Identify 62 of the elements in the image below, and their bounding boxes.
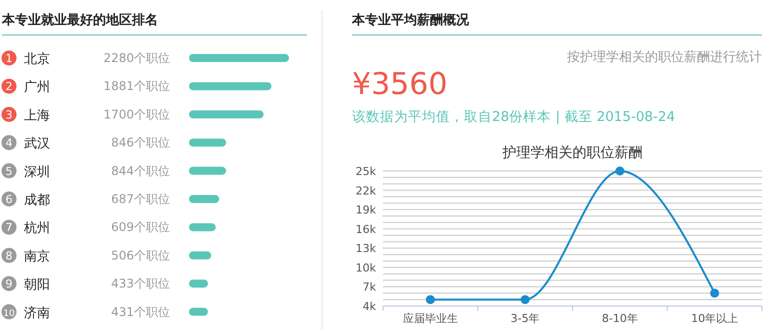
bar <box>189 223 216 232</box>
y-tick-label: 16k <box>356 222 377 236</box>
y-tick-label: 4k <box>362 300 377 313</box>
x-tick-label: 8-10年 <box>602 312 638 325</box>
y-tick-label: 25k <box>356 165 377 178</box>
text: 4 <box>6 136 12 150</box>
text: 1 <box>6 52 12 65</box>
text: 本专业就业最好的地区排名 <box>1 12 158 28</box>
text: 9 <box>6 278 12 291</box>
data-label: 2280个职位 <box>103 51 170 65</box>
y-tick-label: 深圳 <box>24 164 50 180</box>
x-tick-label: 应届毕业生 <box>402 312 458 325</box>
bar <box>189 251 212 260</box>
point <box>615 166 624 176</box>
data-label: 687个职位 <box>111 192 170 206</box>
data-label: 844个职位 <box>111 164 170 178</box>
data-label: 1881个职位 <box>103 79 170 94</box>
text: 8 <box>6 249 12 262</box>
y-tick-label: 19k <box>356 204 377 217</box>
y-tick-label: 广州 <box>24 80 50 96</box>
y-tick-label: 成都 <box>24 193 50 208</box>
y-tick-label: 上海 <box>24 108 50 124</box>
bar <box>189 280 208 288</box>
y-tick-label: 7k <box>362 280 377 294</box>
text: ¥3560 <box>352 67 448 102</box>
bar <box>189 54 289 62</box>
bar <box>189 166 226 175</box>
point <box>426 295 435 304</box>
point <box>710 288 720 298</box>
text: 该数据为平均值，取自28份样本 | 截至 2015-08-24 <box>352 109 676 125</box>
data-label: 431个职位 <box>111 304 170 319</box>
x-tick-label: 10年以上 <box>691 312 738 325</box>
data-label: 433个职位 <box>111 276 170 291</box>
text: 按护理学相关的职位薪酬进行统计 <box>567 50 762 65</box>
text: 3 <box>6 108 12 122</box>
text: 2 <box>6 80 12 94</box>
y-tick-label: 南京 <box>24 249 50 264</box>
text: 5 <box>6 164 12 178</box>
y-tick-label: 13k <box>356 242 377 256</box>
text: 6 <box>6 193 12 206</box>
y-tick-label: 济南 <box>24 306 50 321</box>
bar <box>189 195 220 203</box>
data-label: 506个职位 <box>111 248 170 262</box>
data-label: 846个职位 <box>111 136 170 150</box>
data-label: 1700个职位 <box>103 107 170 122</box>
bar <box>189 308 208 316</box>
y-tick-label: 22k <box>356 184 377 198</box>
text: 本专业平均薪酬概况 <box>351 12 470 28</box>
bar <box>189 110 264 118</box>
y-tick-label: 武汉 <box>24 136 50 152</box>
data-label: 609个职位 <box>111 220 170 234</box>
y-tick-label: 杭州 <box>23 221 50 236</box>
text: 7 <box>6 221 12 234</box>
point <box>520 295 530 304</box>
bar <box>189 82 272 90</box>
chart-title: 护理学相关的职位薪酬 <box>502 145 642 161</box>
text: 10 <box>3 308 15 319</box>
y-tick-label: 10k <box>356 261 377 274</box>
x-tick-label: 3-5年 <box>510 312 540 325</box>
bar <box>189 138 226 147</box>
y-tick-label: 北京 <box>24 52 50 67</box>
y-tick-label: 朝阳 <box>24 278 50 293</box>
